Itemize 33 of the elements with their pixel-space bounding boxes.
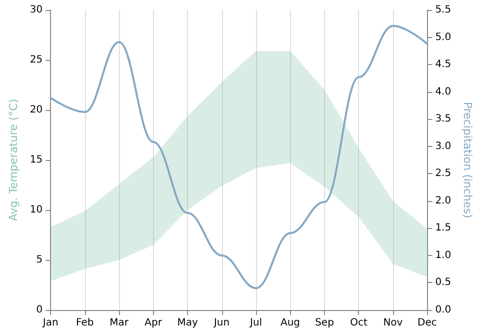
- y2-tick-label: 1.5: [435, 222, 452, 234]
- x-tick-label: Nov: [383, 318, 403, 328]
- y2-tick-label: 3.5: [435, 114, 452, 125]
- y2-tick-label: 2.0: [435, 195, 452, 206]
- y2-tick-label: 4.0: [435, 86, 452, 98]
- x-tick-label: Jun: [212, 318, 230, 328]
- y2-tick-label: 5.5: [435, 4, 452, 16]
- x-tick-label: Mar: [110, 318, 130, 328]
- x-tick-label: Feb: [76, 318, 94, 328]
- y2-axis-title: Precipitation (inches): [461, 102, 474, 218]
- y-tick-label: 0: [36, 304, 43, 316]
- y2-tick-label: 2.5: [435, 168, 452, 180]
- x-tick-label: Jan: [42, 318, 58, 328]
- y2-tick-label: 1.0: [435, 250, 452, 261]
- x-tick-label: May: [177, 318, 198, 328]
- y2-tick-label: 0.5: [435, 277, 452, 288]
- x-tick-label: Oct: [350, 318, 368, 328]
- y2-tick-label: 5.0: [435, 32, 452, 43]
- y-tick-label: 25: [30, 54, 43, 66]
- y-tick-label: 10: [30, 204, 43, 216]
- x-tick-label: Jul: [248, 318, 262, 328]
- x-tick-label: Sep: [315, 318, 334, 328]
- y-tick-label: 5: [36, 254, 43, 266]
- x-tick-label: Aug: [280, 318, 300, 328]
- y2-tick-label: 0.0: [435, 304, 452, 316]
- x-tick-label: Apr: [144, 318, 163, 328]
- y-tick-label: 20: [30, 104, 43, 116]
- y2-tick-label: 3.0: [435, 140, 452, 152]
- x-tick-label: Dec: [418, 318, 437, 328]
- y-tick-label: 15: [30, 154, 43, 166]
- y-tick-label: 30: [30, 4, 43, 16]
- y-axis-title: Avg. Temperature (°C): [7, 98, 20, 222]
- y2-tick-label: 4.5: [435, 59, 452, 70]
